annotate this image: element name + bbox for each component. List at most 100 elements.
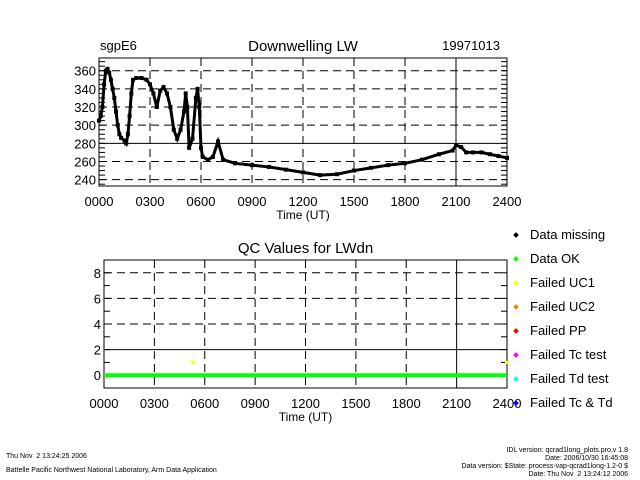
legend-marker bbox=[513, 280, 519, 286]
data-point bbox=[105, 66, 110, 71]
data-point bbox=[151, 91, 156, 96]
x-tick-label: 0600 bbox=[187, 194, 216, 209]
site-label: sgpE6 bbox=[100, 38, 137, 53]
x-tick-label: 0000 bbox=[90, 396, 119, 411]
x-tick-label: 0000 bbox=[85, 194, 114, 209]
data-point bbox=[98, 114, 103, 119]
x-tick-label: 2100 bbox=[442, 396, 471, 411]
data-point bbox=[119, 135, 124, 140]
x-tick-label: 0300 bbox=[136, 194, 165, 209]
y-tick-label: 2 bbox=[94, 343, 101, 358]
legend-label: Failed Td test bbox=[530, 371, 609, 386]
footer-idl-date: Date: 2006/10/30 16:45:08 bbox=[545, 455, 628, 462]
x-tick-label: 2400 bbox=[493, 396, 522, 411]
data-point bbox=[183, 91, 188, 96]
data-point bbox=[171, 127, 176, 132]
data-point bbox=[210, 154, 215, 159]
data-point bbox=[165, 91, 169, 96]
data-point bbox=[107, 70, 112, 75]
data-point bbox=[318, 173, 322, 178]
data-point bbox=[200, 154, 205, 159]
data-point bbox=[108, 77, 113, 82]
legend-label: Failed UC1 bbox=[530, 275, 595, 290]
data-point bbox=[420, 157, 424, 162]
data-point bbox=[114, 109, 118, 114]
x-axis-label: Time (UT) bbox=[279, 410, 333, 424]
data-point bbox=[158, 88, 163, 93]
y-tick-label: 240 bbox=[74, 173, 96, 188]
x-tick-label: 1500 bbox=[340, 194, 369, 209]
footer-org: Battelle Pacific Northwest National Labo… bbox=[6, 467, 217, 474]
x-tick-label: 0900 bbox=[238, 194, 267, 209]
legend-marker bbox=[513, 352, 519, 358]
data-point bbox=[505, 155, 509, 160]
data-point bbox=[100, 105, 105, 110]
data-point bbox=[115, 123, 120, 128]
legend-label: Failed UC2 bbox=[530, 299, 595, 314]
y-tick-label: 280 bbox=[74, 136, 96, 151]
legend-marker bbox=[513, 256, 519, 262]
x-tick-label: 2100 bbox=[442, 194, 471, 209]
data-point bbox=[221, 157, 226, 162]
legend-marker bbox=[513, 232, 519, 238]
data-point bbox=[129, 91, 134, 96]
data-point bbox=[197, 105, 202, 110]
footer-timestamp: Thu Nov 2 13:24:25 2006 bbox=[6, 453, 87, 460]
data-point bbox=[182, 109, 186, 114]
x-tick-label: 0600 bbox=[190, 396, 219, 411]
legend-label: Failed Tc & Td bbox=[530, 395, 613, 410]
data-point bbox=[437, 152, 441, 157]
data-point bbox=[496, 154, 501, 159]
data-point bbox=[250, 163, 254, 168]
data-point bbox=[335, 172, 339, 177]
legend-label: Data missing bbox=[530, 227, 605, 242]
qc-point bbox=[505, 360, 509, 364]
y-tick-label: 260 bbox=[74, 154, 96, 169]
data-point bbox=[154, 105, 159, 110]
x-tick-label: 1200 bbox=[291, 396, 320, 411]
data-point bbox=[284, 167, 288, 172]
data-point bbox=[117, 132, 122, 137]
y-tick-label: 360 bbox=[74, 64, 96, 79]
data-point bbox=[479, 150, 484, 155]
data-point bbox=[127, 114, 132, 119]
x-tick-label: 1500 bbox=[341, 396, 370, 411]
data-point bbox=[139, 75, 144, 80]
data-point bbox=[110, 86, 115, 91]
footer-data-version: Data version: $State: process-vap-qcrad1… bbox=[461, 463, 628, 470]
data-point bbox=[144, 77, 149, 82]
x-tick-label: 1800 bbox=[392, 396, 421, 411]
data-point bbox=[195, 86, 200, 91]
data-point bbox=[301, 170, 305, 175]
data-point bbox=[193, 95, 198, 100]
data-point bbox=[131, 77, 135, 82]
data-point bbox=[125, 132, 130, 137]
data-point bbox=[454, 143, 458, 148]
data-point bbox=[102, 82, 107, 87]
legend-label: Failed Tc test bbox=[530, 347, 607, 362]
legend-marker bbox=[513, 328, 519, 334]
y-tick-label: 340 bbox=[74, 82, 96, 97]
x-tick-label: 0300 bbox=[140, 396, 169, 411]
x-tick-label: 1200 bbox=[289, 194, 318, 209]
data-point bbox=[124, 141, 129, 146]
data-point bbox=[122, 138, 127, 143]
y-tick-label: 8 bbox=[94, 266, 101, 281]
legend-marker bbox=[513, 304, 519, 310]
y-tick-label: 6 bbox=[94, 291, 101, 306]
data-point bbox=[134, 75, 139, 80]
data-point bbox=[471, 150, 475, 155]
legend-label: Failed PP bbox=[530, 323, 586, 338]
legend-marker bbox=[513, 376, 519, 382]
data-point bbox=[233, 161, 237, 166]
x-tick-label: 0900 bbox=[241, 396, 270, 411]
x-axis-label: Time (UT) bbox=[276, 208, 330, 222]
data-point bbox=[205, 157, 210, 162]
data-point bbox=[403, 161, 407, 166]
data-point bbox=[148, 82, 152, 87]
data-point bbox=[464, 150, 469, 155]
date-label: 19971013 bbox=[442, 38, 500, 53]
legend-label: Data OK bbox=[530, 251, 580, 266]
data-point bbox=[369, 165, 373, 170]
